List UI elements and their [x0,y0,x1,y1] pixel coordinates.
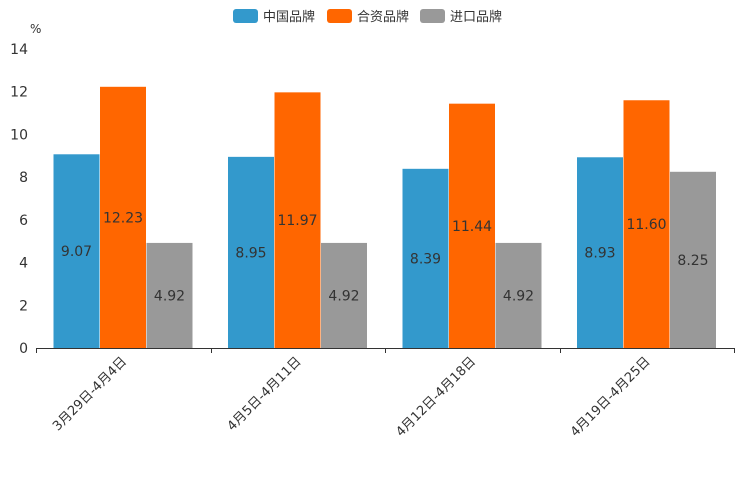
legend-label[interactable]: 进口品牌 [450,9,502,25]
legend-swatch[interactable] [420,9,445,23]
x-tick-label: 4月5日-4月11日 [225,354,305,434]
legend-swatch[interactable] [327,9,352,23]
data-label: 4.92 [154,288,185,304]
legend-label[interactable]: 中国品牌 [263,9,315,25]
y-tick-label: 8 [19,170,28,186]
data-label: 11.44 [452,219,492,235]
bar[interactable] [495,242,542,348]
bars: 9.07 12.23 4.92 8.95 11.97 4.92 8.39 11.44 4.92 8… [53,86,716,349]
bar[interactable] [228,156,274,348]
bar[interactable] [100,86,146,349]
y-tick-label: 4 [19,256,28,272]
y-axis-unit: % [30,22,41,36]
y-tick-label: 10 [10,127,28,143]
data-label: 4.92 [503,288,534,304]
data-label: 11.60 [626,217,666,233]
y-tick-label: 14 [10,42,28,58]
legend: 中国品牌 合资品牌 进口品牌 [233,9,502,25]
data-label: 8.95 [235,245,266,261]
bar[interactable] [321,242,367,348]
bar[interactable] [402,168,449,348]
x-tick-label: 4月12日-4月18日 [393,354,479,440]
bar[interactable] [53,154,100,348]
bar[interactable] [449,103,495,348]
legend-label[interactable]: 合资品牌 [357,9,409,25]
bar[interactable] [577,157,623,348]
data-label: 9.07 [61,244,92,260]
y-tick-label: 2 [19,298,28,314]
data-label: 8.39 [410,251,441,267]
bar[interactable] [146,242,193,348]
y-axis: 0 2 4 6 8 10 12 14 [10,42,28,357]
bar[interactable] [274,92,321,348]
y-tick-label: 12 [10,85,28,101]
data-label: 8.93 [584,246,615,262]
y-tick-label: 6 [19,213,28,229]
data-label: 4.92 [328,288,359,304]
data-label: 11.97 [277,213,317,229]
x-tick-label: 4月19日-4月25日 [568,354,654,440]
y-tick-label: 0 [19,341,28,357]
data-label: 8.25 [677,253,708,269]
legend-swatch[interactable] [233,9,258,23]
x-axis: 3月29日-4月4日 4月5日-4月11日 4月12日-4月18日 4月19日-4月2… [36,348,735,440]
bar[interactable] [670,171,716,348]
x-tick-label: 3月29日-4月4日 [50,354,130,434]
bar[interactable] [623,100,670,348]
data-label: 12.23 [103,210,143,226]
